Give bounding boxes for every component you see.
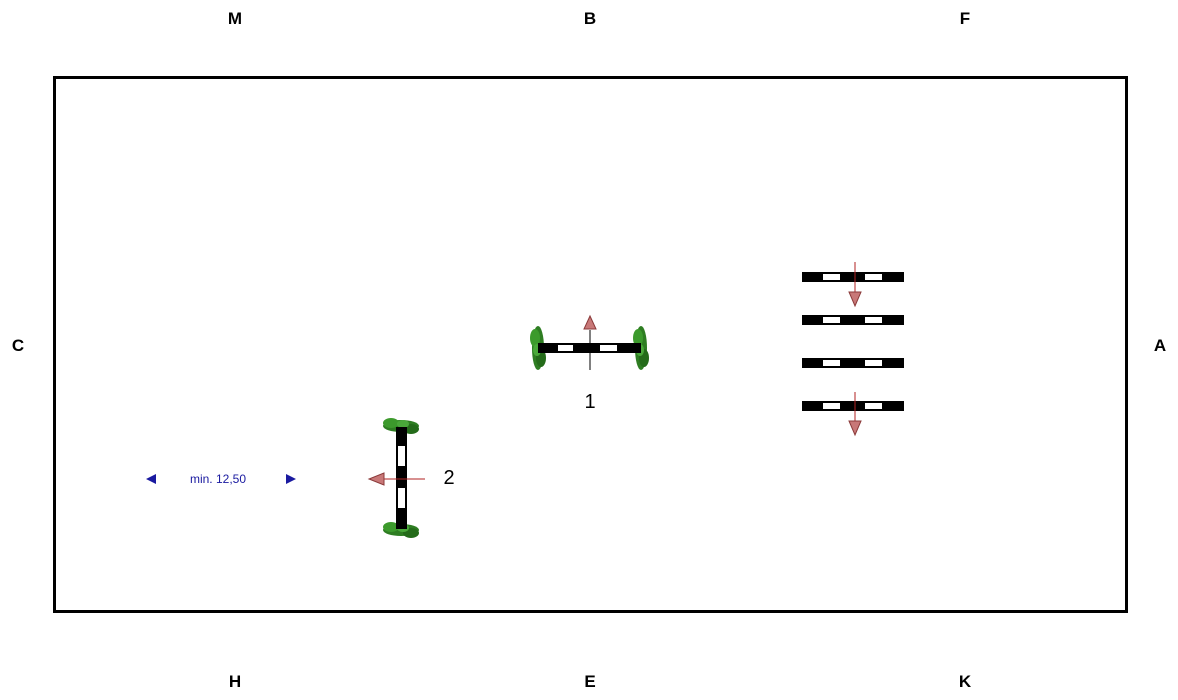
pole <box>396 427 407 529</box>
arrow-left-icon <box>146 474 156 484</box>
arrow-right-icon <box>286 474 296 484</box>
pole <box>802 315 904 325</box>
distance-marker: min. 12,50 <box>146 472 296 486</box>
obstacle-cavaletti <box>802 262 904 435</box>
obstacle-number: 2 <box>443 467 454 489</box>
pole <box>802 358 904 368</box>
distance-label: min. 12,50 <box>190 472 246 486</box>
direction-arrow-icon <box>849 421 861 435</box>
obstacle-1: 1 <box>530 316 649 413</box>
obstacle-number: 1 <box>584 391 595 413</box>
direction-arrow-icon <box>369 473 384 485</box>
obstacle-2: 2 <box>369 418 455 538</box>
pole <box>802 401 904 411</box>
direction-arrow-icon <box>849 292 861 306</box>
pole <box>802 272 904 282</box>
direction-arrow-icon <box>584 316 596 329</box>
